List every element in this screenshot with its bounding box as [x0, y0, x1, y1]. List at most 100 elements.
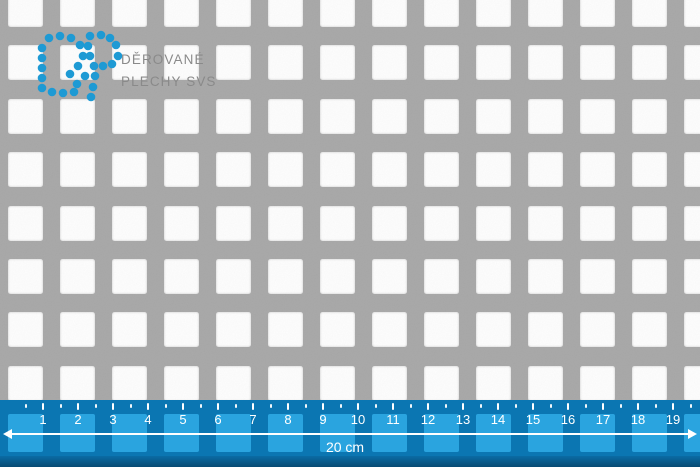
square-hole	[215, 259, 251, 294]
square-hole	[371, 45, 407, 81]
square-hole	[267, 365, 303, 401]
ruler-tick-major	[672, 403, 674, 410]
square-hole	[579, 259, 615, 294]
ruler-number: 7	[249, 412, 257, 427]
ruler-number: 10	[350, 412, 366, 427]
dp-logo-dots-icon	[37, 30, 123, 102]
square-hole	[527, 98, 563, 134]
square-hole	[423, 98, 459, 134]
square-hole	[215, 205, 251, 241]
ruler-tick-minor	[24, 403, 27, 408]
square-hole	[7, 205, 43, 241]
square-hole	[475, 365, 511, 401]
ruler-length-label: 20 cm	[325, 439, 365, 455]
ruler-number: 8	[284, 412, 292, 427]
square-hole	[631, 152, 667, 188]
square-hole	[59, 365, 95, 401]
ruler-tick-major	[357, 403, 359, 410]
square-hole	[527, 152, 563, 188]
square-hole	[163, 205, 199, 241]
dp-logo: DĚROVANÉ PLECHY SVS	[0, 0, 240, 110]
square-hole	[163, 152, 199, 188]
square-hole	[215, 152, 251, 188]
ruler-tick-minor	[269, 403, 272, 408]
ruler-tick-major	[532, 403, 534, 410]
ruler-tick-major	[497, 403, 499, 410]
ruler-tick-major	[42, 403, 44, 410]
square-hole	[423, 0, 459, 27]
square-hole	[683, 152, 700, 188]
ruler-tick-minor	[339, 403, 342, 408]
square-hole	[319, 365, 355, 401]
square-hole	[527, 205, 563, 241]
square-hole	[319, 152, 355, 188]
ruler-number: 1	[39, 412, 47, 427]
square-hole	[423, 152, 459, 188]
square-hole	[7, 312, 43, 348]
ruler-tick-major	[182, 403, 184, 410]
square-hole	[319, 312, 355, 348]
square-hole	[59, 259, 95, 294]
ruler-bottom-band	[0, 456, 700, 467]
ruler-tick-major	[147, 403, 149, 410]
square-hole	[527, 0, 563, 27]
square-hole	[319, 0, 355, 27]
ruler-number: 2	[74, 412, 82, 427]
ruler-tick-minor	[444, 403, 447, 408]
ruler-number: 17	[595, 412, 611, 427]
ruler-tick-minor	[619, 403, 622, 408]
square-hole	[7, 152, 43, 188]
ruler-tick-minor	[129, 403, 132, 408]
square-hole	[527, 365, 563, 401]
square-hole	[319, 98, 355, 134]
square-hole	[579, 365, 615, 401]
square-hole	[111, 152, 147, 188]
square-hole	[163, 312, 199, 348]
ruler-tick-minor	[689, 403, 692, 408]
square-hole	[371, 152, 407, 188]
square-hole	[267, 152, 303, 188]
ruler-tick-major	[287, 403, 289, 410]
square-hole	[7, 259, 43, 294]
ruler-number: 18	[630, 412, 646, 427]
ruler-tick-major	[602, 403, 604, 410]
square-hole	[631, 312, 667, 348]
square-hole	[267, 0, 303, 27]
ruler-tick-minor	[234, 403, 237, 408]
ruler-tick-major	[637, 403, 639, 410]
square-hole	[579, 152, 615, 188]
square-hole	[371, 365, 407, 401]
square-hole	[631, 259, 667, 294]
square-hole	[319, 45, 355, 81]
square-hole	[267, 259, 303, 294]
square-hole	[423, 205, 459, 241]
square-hole	[319, 205, 355, 241]
square-hole	[579, 45, 615, 81]
square-hole	[475, 0, 511, 27]
ruler-number: 6	[214, 412, 222, 427]
ruler-tick-minor	[94, 403, 97, 408]
square-hole	[59, 312, 95, 348]
square-hole	[475, 312, 511, 348]
square-hole	[371, 205, 407, 241]
square-hole	[475, 45, 511, 81]
square-hole	[111, 205, 147, 241]
ruler-tick-major	[392, 403, 394, 410]
ruler-tick-minor	[584, 403, 587, 408]
square-hole	[371, 0, 407, 27]
ruler-tick-major	[462, 403, 464, 410]
ruler-tick-major	[322, 403, 324, 410]
ruler-number: 4	[144, 412, 152, 427]
measure-arrow-line	[8, 433, 692, 435]
square-hole	[683, 98, 700, 134]
ruler-number: 11	[386, 412, 400, 427]
square-hole	[683, 0, 700, 27]
square-hole	[267, 312, 303, 348]
square-hole	[579, 312, 615, 348]
square-hole	[631, 0, 667, 27]
square-hole	[631, 205, 667, 241]
square-hole	[111, 365, 147, 401]
square-hole	[683, 205, 700, 241]
ruler-number: 16	[560, 412, 576, 427]
square-hole	[319, 259, 355, 294]
